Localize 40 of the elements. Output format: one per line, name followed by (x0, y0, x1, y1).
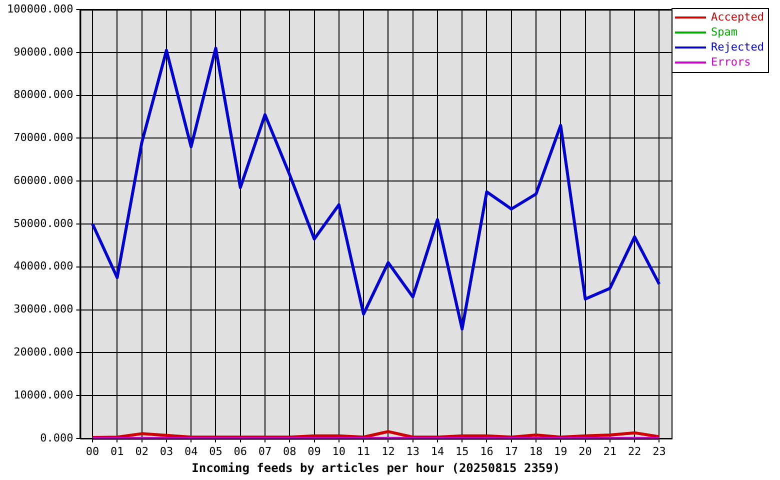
x-tick-label: 05 (209, 444, 222, 458)
legend-label: Accepted (711, 10, 764, 24)
x-tick-label: 16 (480, 444, 494, 458)
x-tick-label: 21 (603, 444, 617, 458)
legend-label: Spam (711, 25, 738, 38)
x-tick-label: 09 (308, 444, 321, 458)
x-tick-label: 17 (504, 444, 518, 458)
y-tick-label: 40000.000 (14, 260, 74, 273)
y-tick-label: 30000.000 (14, 302, 74, 316)
x-tick-label: 01 (110, 444, 124, 458)
x-tick-label: 14 (430, 444, 444, 458)
x-tick-label: 07 (258, 444, 272, 458)
x-tick-label: 22 (628, 444, 642, 458)
y-tick-label: 20000.000 (14, 346, 74, 358)
legend-label: Errors (711, 55, 751, 68)
x-tick-label: 06 (234, 444, 247, 458)
y-tick-label: 80000.000 (14, 88, 74, 102)
y-tick-label: 60000.000 (14, 174, 74, 187)
y-tick-label: 100000.000 (6, 2, 74, 16)
x-tick-label: 11 (356, 444, 370, 458)
x-tick-label: 13 (406, 444, 420, 458)
x-tick-label: 23 (652, 444, 666, 458)
x-tick-label: 19 (554, 444, 568, 458)
x-tick-label: 03 (160, 444, 174, 458)
x-tick-label: 02 (135, 444, 148, 458)
y-tick-label: 90000.000 (14, 45, 74, 58)
y-tick-label: 0.000 (40, 431, 74, 444)
x-tick-label: 20 (578, 444, 592, 458)
x-tick-label: 08 (283, 444, 296, 458)
x-tick-label: 00 (86, 444, 100, 458)
x-tick-label: 10 (332, 444, 346, 458)
x-tick-label: 18 (529, 444, 543, 458)
y-tick-label: 70000.000 (14, 131, 74, 144)
y-tick-label: 10000.000 (14, 388, 74, 402)
x-tick-label: 04 (184, 444, 198, 458)
y-tick-label: 50000.000 (14, 216, 74, 230)
x-axis-title: Incoming feeds by articles per hour (20250815 2359) (192, 460, 560, 475)
legend-label: Rejected (711, 40, 764, 54)
x-tick-label: 12 (382, 444, 395, 458)
x-tick-label: 15 (455, 444, 469, 458)
